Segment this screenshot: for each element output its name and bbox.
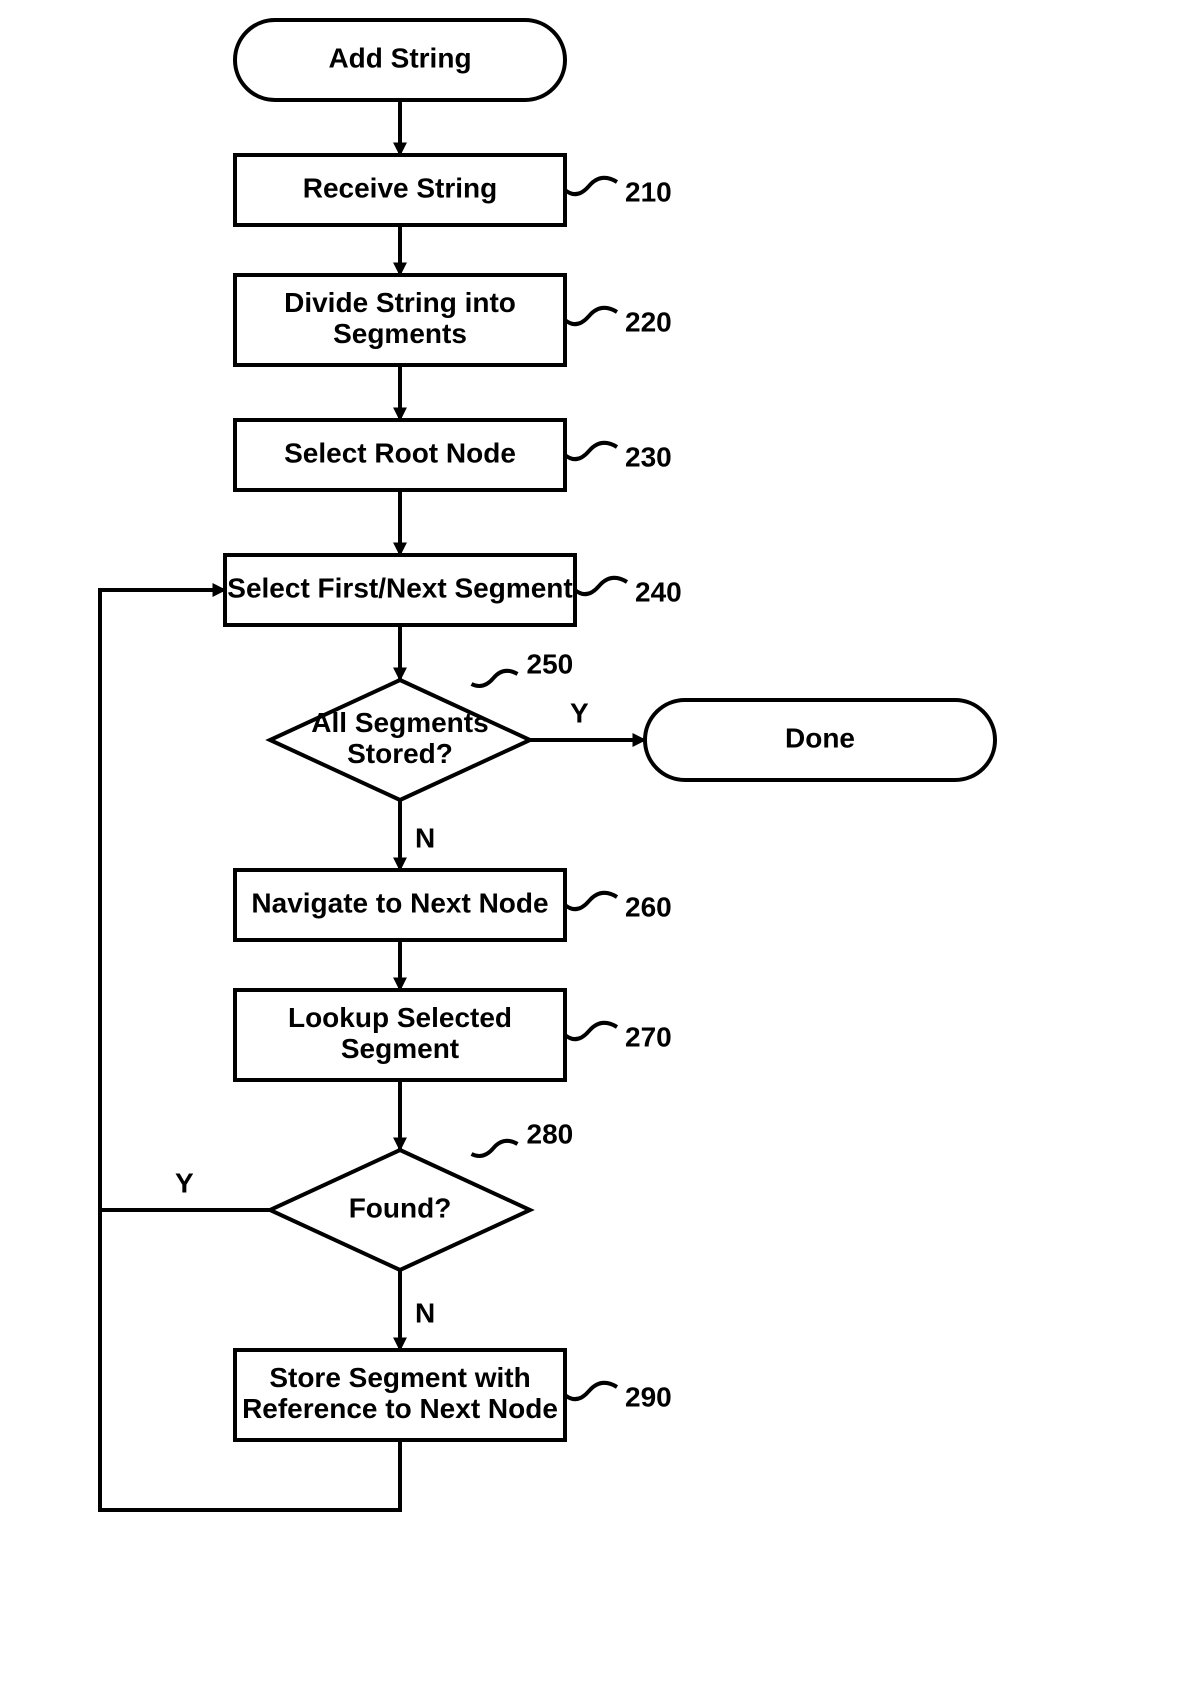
node-n210-text-0: Receive String xyxy=(303,172,498,203)
ref-label-280: 280 xyxy=(527,1118,574,1149)
node-n270-text-0: Lookup Selected xyxy=(288,1002,512,1033)
ref-label-250: 250 xyxy=(527,648,574,679)
node-n250-text-1: Stored? xyxy=(347,738,453,769)
node-n220-text-0: Divide String into xyxy=(284,287,516,318)
node-n250: All SegmentsStored? 250 xyxy=(270,648,573,800)
edge-n280-n290: N xyxy=(400,1270,435,1350)
ref-label-220: 220 xyxy=(625,306,672,337)
ref-squiggle-270 xyxy=(565,1023,617,1039)
node-start: Add String xyxy=(235,20,565,100)
ref-squiggle-280 xyxy=(472,1141,518,1156)
node-n250-text-0: All Segments xyxy=(311,707,488,738)
node-n270-text-1: Segment xyxy=(341,1033,459,1064)
ref-squiggle-210 xyxy=(565,178,617,194)
ref-label-290: 290 xyxy=(625,1381,672,1412)
edge-label-Y: Y xyxy=(570,697,589,728)
ref-label-260: 260 xyxy=(625,891,672,922)
edge-label-Y: Y xyxy=(175,1167,194,1198)
node-n220-text-1: Segments xyxy=(333,318,467,349)
node-done-text-0: Done xyxy=(785,722,855,753)
node-n220: Divide String intoSegments 220 xyxy=(235,275,672,365)
node-start-text-0: Add String xyxy=(328,42,471,73)
ref-squiggle-230 xyxy=(565,443,617,459)
ref-squiggle-240 xyxy=(575,578,627,594)
node-n290-text-0: Store Segment with xyxy=(269,1362,530,1393)
node-n260-text-0: Navigate to Next Node xyxy=(251,887,548,918)
node-n240: Select First/Next Segment 240 xyxy=(225,555,682,625)
node-n280-text-0: Found? xyxy=(349,1192,452,1223)
node-n290-text-1: Reference to Next Node xyxy=(242,1393,558,1424)
edge-n250-n260: N xyxy=(400,800,435,870)
node-n230: Select Root Node 230 xyxy=(235,420,672,490)
edge-n250-done: Y xyxy=(530,697,645,740)
node-n290: Store Segment withReference to Next Node… xyxy=(235,1350,672,1440)
edge-label-N: N xyxy=(415,822,435,853)
flowchart-svg: Y N Y N Add String Receive String 210 Divide St… xyxy=(0,0,1186,1703)
node-n270: Lookup SelectedSegment 270 xyxy=(235,990,672,1080)
ref-label-210: 210 xyxy=(625,176,672,207)
ref-label-240: 240 xyxy=(635,576,682,607)
node-done: Done xyxy=(645,700,995,780)
node-n260: Navigate to Next Node 260 xyxy=(235,870,672,940)
edge-label-N: N xyxy=(415,1297,435,1328)
node-n230-text-0: Select Root Node xyxy=(284,437,516,468)
ref-squiggle-250 xyxy=(472,671,518,686)
ref-label-230: 230 xyxy=(625,441,672,472)
ref-label-270: 270 xyxy=(625,1021,672,1052)
ref-squiggle-220 xyxy=(565,308,617,324)
ref-squiggle-260 xyxy=(565,893,617,909)
node-n210: Receive String 210 xyxy=(235,155,672,225)
ref-squiggle-290 xyxy=(565,1383,617,1399)
node-n240-text-0: Select First/Next Segment xyxy=(227,572,572,603)
node-n280: Found? 280 xyxy=(270,1118,573,1270)
